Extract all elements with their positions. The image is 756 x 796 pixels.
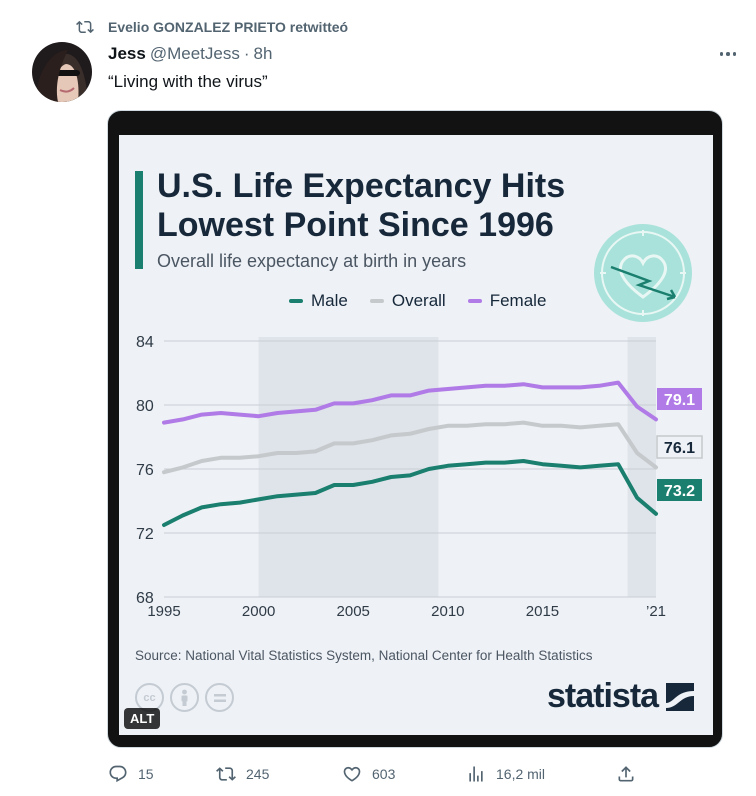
clock-heart-icon [594,224,692,322]
like-count: 603 [372,766,396,782]
author-handle[interactable]: @MeetJess [149,44,240,63]
title-accent-bar [135,171,143,269]
x-tick-label: 2005 [337,603,370,620]
chart-title-line1: U.S. Life Expectancy Hits [157,167,566,205]
share-icon [618,766,634,782]
chart-title-line2: Lowest Point Since 1996 [157,206,554,244]
tweet-time[interactable]: 8h [253,44,273,63]
shaded-range-0 [258,337,439,597]
statista-brand: statista [547,677,695,716]
chart-legend: Male Overall Female [289,291,546,311]
like-icon [343,766,361,782]
reply-icon [109,765,127,783]
reply-count: 15 [138,766,154,782]
legend-label-male: Male [311,291,348,310]
tweet-text: “Living with the virus” [108,72,268,91]
like-button[interactable]: 603 [342,764,395,784]
noderivs-icon [205,683,234,712]
x-tick-label: ’21 [646,603,666,620]
retweet-text: Evelio GONZALEZ PRIETO retwitteó [108,19,349,35]
end-label-box-female [657,388,702,410]
views-icon [469,766,483,782]
statista-wordmark: statista [547,677,659,715]
legend-swatch-male [289,299,303,303]
legend-item-female: Female [467,291,547,311]
chart-subtitle: Overall life expectancy at birth in year… [157,251,467,271]
infographic: U.S. Life Expectancy Hits Lowest Point S… [119,135,713,735]
legend-swatch-female [467,299,482,303]
y-tick-label: 84 [136,334,154,351]
x-tick-label: 2015 [526,603,559,620]
end-label-overall: 76.1 [664,440,695,457]
legend-label-female: Female [489,291,547,310]
legend-swatch-overall [369,299,384,303]
retweet-button[interactable]: 245 [216,764,269,784]
y-tick-label: 76 [136,462,154,479]
statista-logo-icon [666,682,695,711]
share-button[interactable] [616,764,636,784]
legend-item-overall: Overall [369,291,446,311]
reply-button[interactable]: 15 [108,764,154,784]
retweet-icon [216,767,236,781]
tweet-actions: 15 245 603 16,2 mil [108,764,644,790]
y-tick-label: 68 [136,590,154,607]
y-tick-label: 72 [136,526,154,543]
retweet-icon [76,20,94,34]
views-button[interactable]: 16,2 mil [466,764,545,784]
chart-source: Source: National Vital Statistics System… [135,648,593,663]
end-label-box-male [657,479,702,501]
tweet-header: Jess @MeetJess · 8h [108,44,272,64]
author-name[interactable]: Jess [108,44,146,63]
x-tick-label: 1995 [147,603,180,620]
attribution-icon [170,683,199,712]
tweet-media[interactable]: U.S. Life Expectancy Hits Lowest Point S… [107,110,723,748]
y-tick-label: 80 [136,398,154,415]
retweet-context[interactable]: Evelio GONZALEZ PRIETO retwitteó [76,18,348,36]
legend-item-male: Male [289,291,348,311]
retweet-count: 245 [246,766,270,782]
alt-badge[interactable]: ALT [124,708,161,729]
shaded-range-1 [627,337,656,597]
x-tick-label: 2000 [242,603,275,620]
end-label-male: 73.2 [664,483,695,500]
avatar[interactable] [32,42,92,102]
more-icon[interactable] [716,42,740,66]
views-count: 16,2 mil [496,766,546,782]
x-tick-label: 2010 [431,603,464,620]
chart-title: U.S. Life Expectancy Hits Lowest Point S… [157,167,597,245]
separator: · [243,44,250,63]
end-label-female: 79.1 [664,392,695,409]
legend-label-overall: Overall [391,291,446,310]
end-label-box-overall [656,435,703,459]
